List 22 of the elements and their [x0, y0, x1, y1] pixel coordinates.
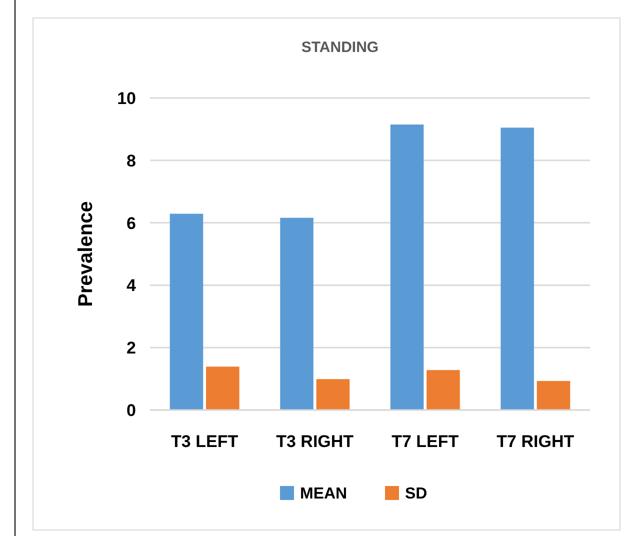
bar [316, 379, 350, 410]
y-tick-label: 6 [126, 214, 136, 233]
y-tick-label: 10 [117, 88, 136, 108]
bar [500, 128, 534, 410]
x-tick-label: T7 RIGHT [496, 432, 575, 451]
x-tick-label: T3 RIGHT [276, 432, 354, 451]
bar [536, 380, 570, 410]
y-tick-label: 2 [126, 338, 136, 358]
legend-label: SD [405, 486, 428, 503]
bar [280, 218, 314, 410]
bar [390, 124, 424, 410]
bar [426, 370, 460, 410]
y-tick-label: 8 [126, 151, 136, 170]
x-tick-label: T3 LEFT [171, 432, 239, 451]
y-tick-label: 4 [126, 276, 137, 296]
chart-title: STANDING [301, 39, 379, 56]
y-axis-title: Prevalence [75, 201, 97, 307]
legend-label: MEAN [300, 486, 348, 503]
bar [170, 214, 204, 410]
y-tick-label: 0 [126, 400, 136, 420]
x-tick-label: T7 LEFT [392, 432, 460, 451]
bar [206, 366, 240, 410]
